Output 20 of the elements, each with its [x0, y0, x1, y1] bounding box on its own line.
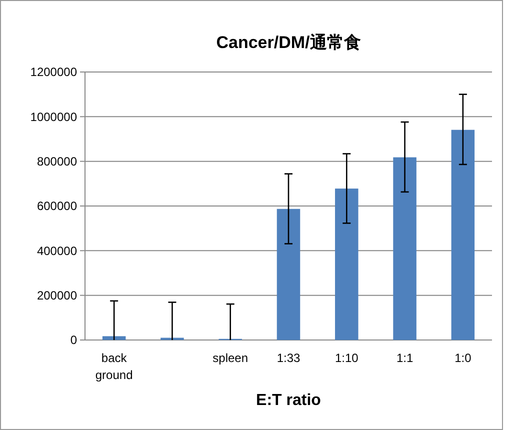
bar — [335, 188, 358, 340]
y-tick-label: 600000 — [36, 199, 78, 214]
chart-title: Cancer/DM/通常食 — [216, 33, 361, 52]
x-tick-label: back ground — [95, 351, 133, 382]
bar — [276, 208, 300, 340]
x-tick-label: 1:1 — [396, 351, 414, 365]
y-tick-label: 1000000 — [30, 110, 78, 124]
x-tick-label: 1:10 — [334, 351, 359, 365]
bar — [451, 130, 475, 340]
y-tick-label: 1200000 — [30, 65, 78, 80]
x-tick-label: spleen — [212, 351, 248, 365]
x-tick-label: 1:33 — [276, 351, 300, 365]
x-tick-label: 1:0 — [454, 351, 472, 365]
bar — [102, 336, 126, 340]
y-tick-label: 400000 — [36, 244, 78, 258]
y-tick-label: 200000 — [36, 288, 78, 303]
y-tick-label: 0 — [70, 333, 78, 348]
bar — [393, 157, 416, 340]
x-axis-title: E:T ratio — [256, 392, 322, 409]
y-tick-label: 800000 — [36, 154, 78, 169]
